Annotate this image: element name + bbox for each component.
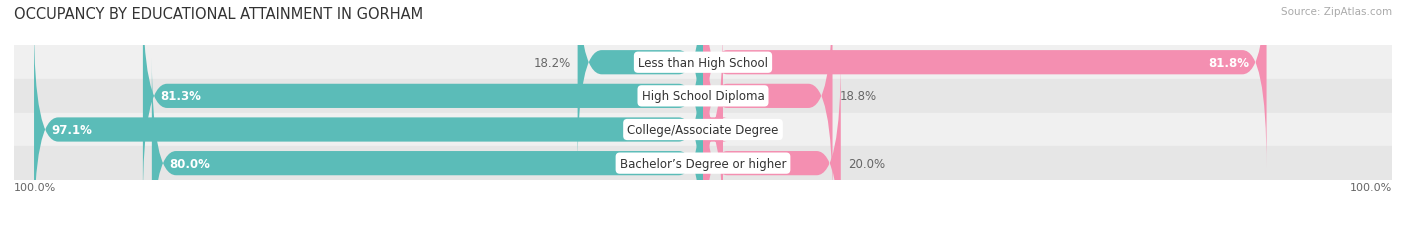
Text: Source: ZipAtlas.com: Source: ZipAtlas.com xyxy=(1281,7,1392,17)
Text: High School Diploma: High School Diploma xyxy=(641,90,765,103)
FancyBboxPatch shape xyxy=(703,0,832,202)
FancyBboxPatch shape xyxy=(143,0,703,202)
Text: 100.0%: 100.0% xyxy=(1350,182,1392,192)
Text: Less than High School: Less than High School xyxy=(638,56,768,70)
FancyBboxPatch shape xyxy=(703,58,841,231)
FancyBboxPatch shape xyxy=(578,0,703,168)
FancyBboxPatch shape xyxy=(703,0,1267,168)
Text: Bachelor’s Degree or higher: Bachelor’s Degree or higher xyxy=(620,157,786,170)
Text: OCCUPANCY BY EDUCATIONAL ATTAINMENT IN GORHAM: OCCUPANCY BY EDUCATIONAL ATTAINMENT IN G… xyxy=(14,7,423,22)
Text: 2.9%: 2.9% xyxy=(730,123,759,137)
Text: 20.0%: 20.0% xyxy=(848,157,884,170)
Bar xyxy=(14,147,1392,180)
Text: 97.1%: 97.1% xyxy=(51,123,93,137)
Bar xyxy=(14,113,1392,147)
Text: 18.8%: 18.8% xyxy=(839,90,876,103)
Text: 81.3%: 81.3% xyxy=(160,90,201,103)
Text: 100.0%: 100.0% xyxy=(14,182,56,192)
FancyBboxPatch shape xyxy=(34,25,703,231)
Text: College/Associate Degree: College/Associate Degree xyxy=(627,123,779,137)
Text: 18.2%: 18.2% xyxy=(533,56,571,70)
FancyBboxPatch shape xyxy=(699,25,727,231)
FancyBboxPatch shape xyxy=(152,58,703,231)
Bar xyxy=(14,80,1392,113)
Text: 81.8%: 81.8% xyxy=(1208,56,1250,70)
Text: 80.0%: 80.0% xyxy=(169,157,209,170)
Bar xyxy=(14,46,1392,80)
